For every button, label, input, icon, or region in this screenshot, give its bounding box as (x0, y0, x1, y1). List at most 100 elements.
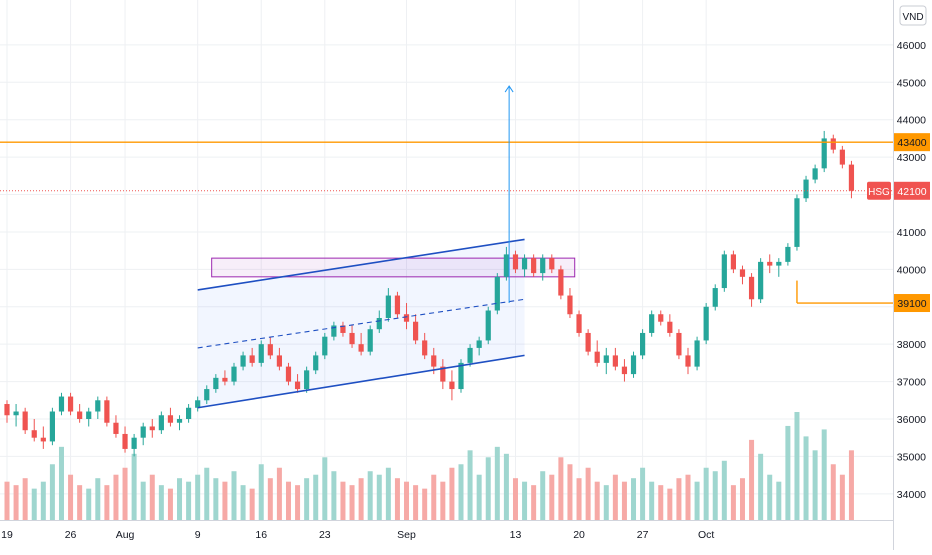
volume-bar (131, 453, 137, 520)
candle-body (540, 258, 546, 274)
candle-body (213, 377, 219, 390)
channel-lower-line (197, 354, 525, 409)
volume-bar (794, 412, 800, 520)
candle-body (158, 415, 164, 431)
candle-body (86, 411, 92, 419)
candle-body (730, 254, 736, 270)
symbol-label: HSG (868, 187, 890, 198)
candle-body (204, 389, 210, 401)
candle-body (285, 366, 292, 382)
candle-body (267, 344, 273, 356)
volume-bar (676, 478, 682, 520)
volume-bar (367, 471, 373, 520)
volume-bar (694, 481, 700, 520)
volume-bar (240, 485, 246, 520)
volume-bar (549, 474, 555, 520)
price-tick-label: 43000 (897, 152, 926, 164)
candle-body (276, 355, 282, 367)
price-tick-label: 46000 (897, 40, 926, 52)
volume-bar (394, 478, 400, 520)
time-axis[interactable]: 19 26 Aug 9 16 23 Sep 13 20 27 Oct (1, 529, 714, 541)
price-tick-label: 41000 (897, 227, 926, 239)
time-tick-label: 13 (510, 529, 522, 541)
candle-body (485, 310, 491, 341)
candle-body (839, 149, 845, 165)
candle-body (67, 396, 74, 412)
volume-bar (376, 474, 382, 520)
candle-body (240, 355, 246, 367)
price-axis[interactable]: 3400035000360003700038000390004000041000… (867, 40, 930, 501)
candle-body (830, 138, 836, 150)
candle-body (367, 329, 373, 352)
candle-body (249, 355, 255, 363)
candle-body (567, 295, 573, 315)
time-tick-label: Aug (116, 529, 135, 541)
volume-bar (422, 488, 428, 520)
volume-bar (31, 488, 37, 520)
volume-bar (404, 481, 410, 520)
volume-bar (640, 467, 646, 520)
time-tick-label: Sep (397, 529, 416, 541)
candle-body (503, 254, 509, 277)
volume-bar (186, 481, 192, 520)
volume-bar (839, 474, 845, 520)
volume-bar (86, 488, 92, 520)
volume-bar (285, 481, 291, 520)
volume-bar (567, 464, 573, 520)
candle-body (195, 400, 201, 408)
candle-body (803, 179, 809, 199)
candle-body (821, 138, 827, 169)
volume-bar (358, 478, 364, 520)
volume-bar (167, 488, 173, 520)
candle-body (531, 258, 537, 274)
volume-bar (803, 436, 809, 520)
volume-bar (512, 478, 518, 520)
volume-bar (340, 481, 346, 520)
candle-body (176, 418, 183, 423)
candle-body (767, 261, 773, 266)
candle-body (676, 332, 682, 356)
candle-body (104, 400, 110, 423)
candle-body (22, 411, 28, 431)
volume-bar (195, 474, 201, 520)
volume-bar (77, 485, 83, 520)
candle-body (140, 426, 146, 438)
candle-body (449, 381, 455, 390)
candle-body (512, 254, 519, 270)
candle-body (394, 295, 401, 315)
candle-body (231, 366, 237, 382)
channel-mid-line (197, 298, 525, 349)
candle-body (331, 325, 337, 337)
volume-bar (177, 478, 183, 520)
volume-bar (558, 457, 564, 520)
candle-body (794, 198, 800, 247)
candle-body (58, 396, 65, 412)
candle-body (703, 306, 709, 341)
level-price-tag (894, 133, 930, 152)
level-price-tag (894, 294, 930, 313)
volume-bar (821, 429, 827, 520)
time-tick-label: Oct (698, 529, 714, 541)
volume-bar (304, 478, 310, 520)
volume-bar (313, 474, 319, 520)
drawings-back (197, 239, 576, 408)
volume-bar (649, 481, 655, 520)
candle-body (630, 355, 637, 375)
candle-body (349, 332, 355, 345)
candle-body (848, 164, 855, 191)
volume-bar (758, 453, 764, 520)
currency-badge[interactable]: VND (899, 5, 927, 26)
candle-body (739, 269, 746, 277)
candle-body (413, 321, 419, 341)
volume-bar (95, 478, 101, 520)
volume-bar (158, 485, 164, 520)
candle-body (785, 246, 791, 262)
candle-body (113, 422, 119, 434)
volume-bar (440, 481, 446, 520)
price-tick-label: 34000 (897, 489, 926, 501)
volume-bar (494, 446, 500, 520)
channel-upper-line (197, 238, 525, 291)
grid (0, 0, 894, 550)
